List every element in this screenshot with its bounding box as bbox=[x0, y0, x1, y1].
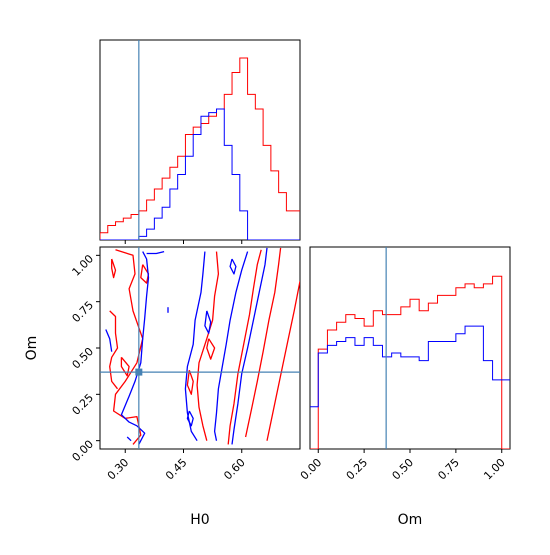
contour-blue-17 bbox=[229, 258, 237, 275]
contour-blue-13 bbox=[105, 329, 113, 352]
contour-blue-21 bbox=[126, 436, 132, 442]
om-hist-blue bbox=[310, 325, 510, 408]
contour-red-2 bbox=[111, 258, 117, 279]
panel-2d-frame bbox=[99, 246, 301, 450]
contour-red-1 bbox=[109, 310, 119, 390]
contour-red-8 bbox=[266, 281, 300, 441]
contour-red-9 bbox=[186, 369, 194, 395]
om-x-tick-label: 0.25 bbox=[344, 456, 371, 483]
om-y-axis-label: Om bbox=[24, 336, 40, 361]
2d-x-tick-label: 0.45 bbox=[163, 456, 190, 483]
h0-hist-red bbox=[100, 57, 300, 240]
contour-red-6 bbox=[227, 249, 262, 445]
om-x-tick-label: 0.00 bbox=[298, 456, 325, 483]
contour-blue-15 bbox=[213, 251, 249, 441]
contour-red-3 bbox=[140, 264, 150, 284]
2d-y-tick-label: 0.50 bbox=[70, 345, 97, 372]
om-x-tick-label: 0.75 bbox=[435, 456, 462, 483]
contour-red-10 bbox=[206, 338, 216, 360]
contour-blue-19 bbox=[186, 410, 194, 427]
2d-y-tick-label: 0.00 bbox=[70, 438, 97, 465]
2d-x-tick-label: 0.60 bbox=[221, 456, 248, 483]
panel-h0-om-contours: 0.30 0.45 0.60 0.00 0.25 0.50 0.75 1.00 bbox=[70, 246, 301, 483]
h0-axis-label: H0 bbox=[190, 512, 209, 528]
contour-red-7 bbox=[244, 247, 282, 438]
panel-h0-frame bbox=[99, 39, 301, 241]
contour-red-5 bbox=[196, 251, 220, 441]
om-axis-label: Om bbox=[398, 512, 423, 528]
panel-om-histogram: 0.00 0.25 0.50 0.75 1.00 bbox=[298, 246, 511, 483]
h0-hist-blue bbox=[100, 108, 300, 240]
om-x-tick-label: 0.50 bbox=[390, 456, 417, 483]
om-hist-red bbox=[310, 275, 510, 449]
2d-y-tick-label: 0.75 bbox=[70, 299, 97, 326]
contour-blue-16 bbox=[231, 247, 268, 445]
contour-blue-18 bbox=[204, 310, 212, 334]
2d-y-tick-label: 0.25 bbox=[70, 391, 97, 418]
2d-y-tick-label: 1.00 bbox=[70, 252, 97, 279]
2d-truth-marker bbox=[135, 368, 143, 376]
panel-h0-histogram bbox=[99, 39, 301, 244]
om-x-tick-label: 1.00 bbox=[481, 456, 508, 483]
contour-red-4 bbox=[120, 356, 130, 377]
contour-blue-12 bbox=[146, 250, 165, 255]
2d-x-tick-label: 0.30 bbox=[105, 456, 132, 483]
panel-om-frame bbox=[309, 246, 511, 450]
